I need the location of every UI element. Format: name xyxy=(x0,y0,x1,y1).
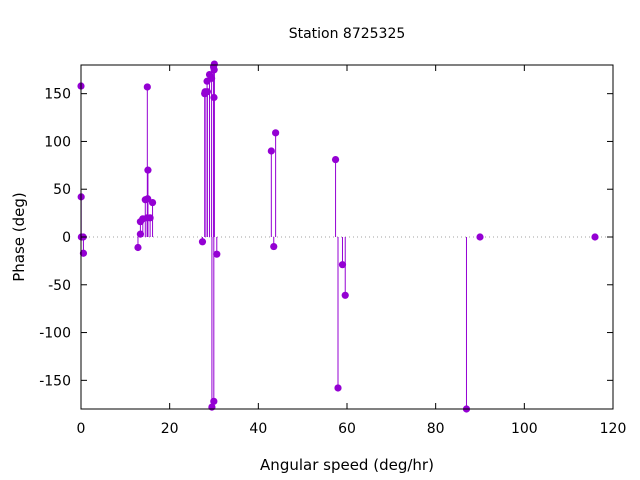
data-stems xyxy=(80,64,467,409)
data-point xyxy=(146,214,154,222)
data-point xyxy=(270,242,278,251)
data-point xyxy=(267,147,275,155)
data-point xyxy=(210,66,218,74)
data-point xyxy=(143,83,151,91)
chart-title: Station 8725325 xyxy=(289,26,406,42)
y-axis-ticks: -150 -100 -50 0 50 100 150 xyxy=(39,87,613,389)
x-tick-label: 120 xyxy=(600,421,627,437)
y-tick-label: -100 xyxy=(39,326,71,342)
y-axis-label: Phase (deg) xyxy=(10,192,28,282)
data-point xyxy=(144,195,152,203)
data-point xyxy=(210,93,218,102)
data-point xyxy=(272,129,280,137)
data-point xyxy=(334,384,342,392)
x-tick-label: 0 xyxy=(77,421,86,437)
data-point xyxy=(338,261,347,269)
data-point xyxy=(341,291,349,299)
data-point xyxy=(136,230,145,238)
data-point xyxy=(148,199,157,207)
x-tick-label: 80 xyxy=(427,421,445,437)
x-axis-label: Angular speed (deg/hr) xyxy=(260,456,434,474)
y-tick-label: 50 xyxy=(53,182,71,198)
data-point xyxy=(591,233,599,241)
data-point xyxy=(198,238,207,246)
y-tick-label: -150 xyxy=(39,373,71,389)
x-tick-label: 40 xyxy=(249,421,267,437)
x-tick-label: 60 xyxy=(338,421,356,437)
data-point xyxy=(213,250,221,258)
data-point xyxy=(203,88,211,96)
y-tick-label: 0 xyxy=(62,230,71,246)
data-point xyxy=(208,74,216,82)
data-point xyxy=(210,397,218,405)
data-point xyxy=(210,60,218,68)
data-point xyxy=(144,166,152,174)
x-tick-label: 20 xyxy=(161,421,179,437)
data-points xyxy=(77,60,599,413)
x-axis-ticks: 0 20 40 60 80 100 120 xyxy=(77,65,627,437)
data-point xyxy=(79,249,88,257)
data-point xyxy=(331,156,340,164)
data-point xyxy=(134,243,142,252)
y-tick-label: 150 xyxy=(44,87,71,103)
x-tick-label: 100 xyxy=(511,421,538,437)
y-tick-label: 100 xyxy=(44,134,71,150)
y-tick-label: -50 xyxy=(48,278,71,294)
data-point xyxy=(476,233,484,241)
